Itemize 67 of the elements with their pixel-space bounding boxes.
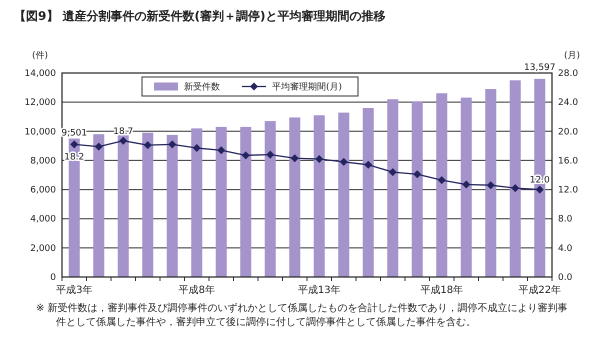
legend-label: 新受件数 <box>184 82 220 92</box>
y2-tick-label: 0.0 <box>558 273 573 283</box>
y-tick-label: 2,000 <box>30 244 56 254</box>
bar <box>118 132 129 277</box>
bar <box>93 134 104 277</box>
bar <box>338 112 350 277</box>
bar <box>485 89 496 277</box>
point <box>340 158 348 166</box>
bar <box>412 101 423 277</box>
point <box>266 150 274 159</box>
point <box>413 170 422 178</box>
bar <box>436 93 448 277</box>
point <box>192 144 201 152</box>
y2-tick-label: 24.0 <box>558 98 578 108</box>
bar <box>510 80 521 277</box>
y2-tick-label: 20.0 <box>558 127 578 138</box>
point <box>388 168 397 176</box>
y2-tick-label: 12.0 <box>558 186 578 196</box>
x-tick-label: 平成18年 <box>420 284 464 296</box>
y2-tick-label: 8.0 <box>558 214 573 225</box>
bar <box>314 115 325 277</box>
x-tick-label: 平成13年 <box>298 284 341 296</box>
point <box>315 154 324 163</box>
bar <box>191 128 202 277</box>
x-tick-label: 平成3年 <box>56 284 92 296</box>
data-label: 18.2 <box>64 152 84 162</box>
point <box>144 141 152 150</box>
y2-tick-label: 28.0 <box>558 69 578 79</box>
y2-axis-title: (月) <box>564 51 580 61</box>
y2-tick-label: 16.0 <box>558 156 578 166</box>
y-tick-label: 4,000 <box>30 214 56 225</box>
point <box>486 181 495 190</box>
bar <box>142 132 154 277</box>
bar <box>216 126 227 277</box>
x-tick-label: 平成22年 <box>518 284 562 296</box>
point <box>70 140 78 148</box>
y-tick-label: 12,000 <box>24 98 56 108</box>
bar <box>166 134 178 277</box>
point <box>438 176 446 184</box>
point <box>462 180 470 188</box>
bar <box>460 98 472 277</box>
point <box>119 136 128 145</box>
x-tick-label: 平成8年 <box>178 284 215 296</box>
y-tick-label: 14,000 <box>24 69 56 79</box>
bar <box>264 121 276 277</box>
text: ※ 新受件数は，審判事件及び調停事件のいずれかとして係属したものを合計した件数であり，調停不成立により審判事件として係属した事件や，審判申立て後に調停に付して調停事件として係属した事件を含む。 <box>36 302 569 330</box>
point <box>536 186 544 194</box>
y-axis-title: (件) <box>32 50 48 61</box>
bar <box>387 99 398 277</box>
point <box>168 140 176 148</box>
bar <box>240 126 252 277</box>
y-tick-label: 0 <box>50 273 56 283</box>
bar <box>289 117 300 277</box>
point <box>94 142 103 151</box>
bar <box>362 108 374 277</box>
chart-title: 【図9】 遺産分割事件の新受件数(審判＋調停)と平均審理期間の推移 <box>14 8 386 25</box>
point <box>290 154 299 162</box>
y-tick-label: 6,000 <box>30 186 56 196</box>
point <box>511 184 520 192</box>
point <box>364 160 372 169</box>
data-label: 13,597 <box>524 63 556 73</box>
y-tick-label: 8,000 <box>30 156 56 166</box>
point <box>217 146 226 154</box>
legend-label: 平均審理期間(月) <box>272 82 342 92</box>
y2-tick-label: 4.0 <box>558 244 573 254</box>
point <box>242 151 250 160</box>
y-tick-label: 10,000 <box>24 127 56 138</box>
